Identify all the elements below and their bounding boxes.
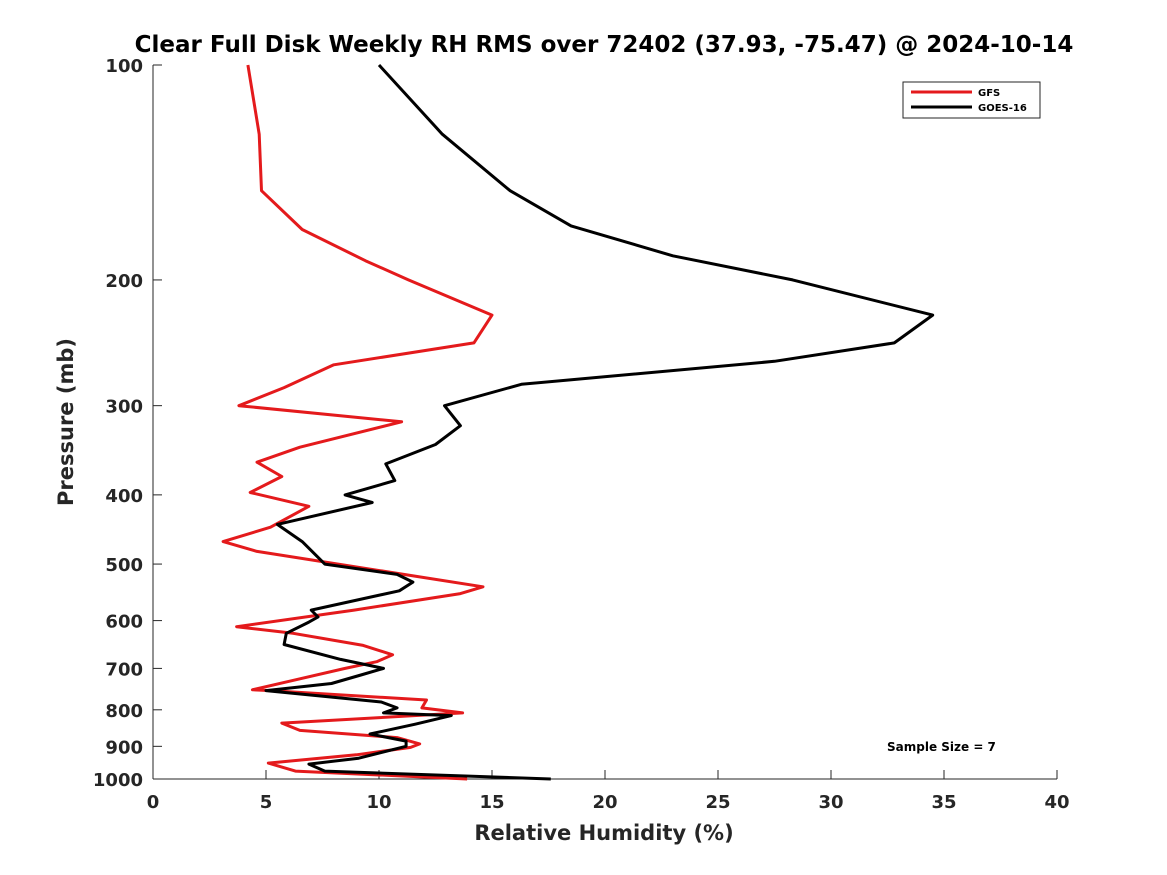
y-tick-label: 600 (105, 612, 143, 633)
series-line-gfs (221, 64, 494, 781)
sample-size-annotation: Sample Size = 7 (887, 740, 996, 754)
y-tick-label: 500 (105, 555, 143, 576)
y-tick-label: 200 (105, 271, 143, 292)
legend-label-goes16: GOES-16 (978, 103, 1027, 114)
x-tick-label: 20 (592, 792, 617, 813)
y-tick-label: 900 (105, 737, 143, 758)
x-tick-label: 40 (1044, 792, 1069, 813)
x-tick-label: 10 (366, 792, 391, 813)
x-axis-label: Relative Humidity (%) (474, 821, 733, 845)
y-axis-label: Pressure (mb) (54, 338, 78, 506)
legend-label-gfs: GFS (978, 88, 1000, 99)
y-tick-label: 1000 (93, 770, 143, 791)
y-tick-label: 400 (105, 486, 143, 507)
plot-area: 0 5 10 15 20 25 30 35 40 100 200 300 400 500 600 700 80… (93, 56, 1070, 813)
x-tick-label: 0 (147, 792, 160, 813)
x-tick-label: 25 (705, 792, 730, 813)
chart-title: Clear Full Disk Weekly RH RMS over 72402… (135, 32, 1074, 58)
legend-box (902, 81, 1041, 119)
x-ticks: 0 5 10 15 20 25 30 35 40 (147, 770, 1070, 813)
x-tick-label: 35 (931, 792, 956, 813)
x-tick-label: 15 (479, 792, 504, 813)
legend: GFS GOES-16 (902, 81, 1041, 119)
y-tick-label: 100 (105, 56, 143, 77)
y-tick-label: 300 (105, 397, 143, 418)
y-tick-label: 700 (105, 659, 143, 680)
y-tick-label: 800 (105, 701, 143, 722)
series-line-goes16 (264, 63, 935, 781)
x-tick-label: 30 (818, 792, 843, 813)
y-ticks: 100 200 300 400 500 600 700 800 900 1000 (93, 56, 162, 791)
series-layer (221, 63, 935, 781)
x-tick-label: 5 (260, 792, 273, 813)
